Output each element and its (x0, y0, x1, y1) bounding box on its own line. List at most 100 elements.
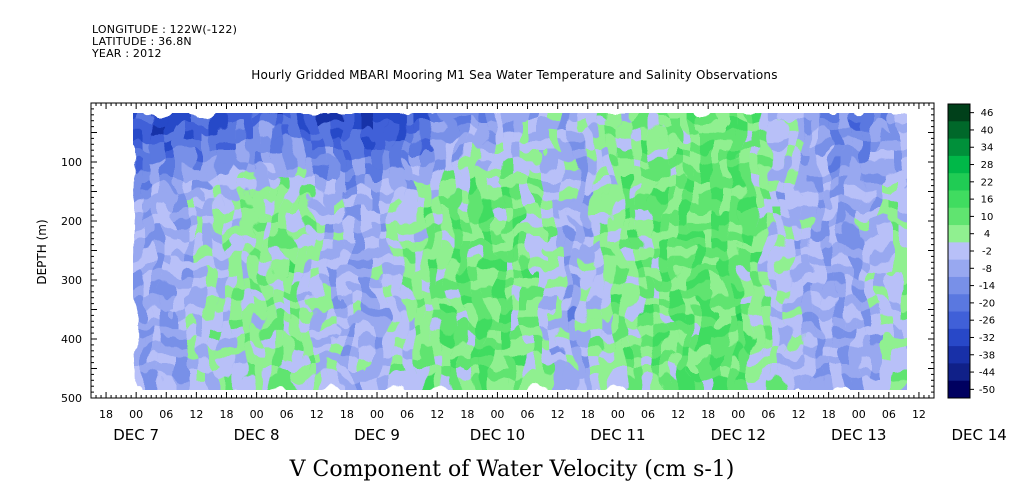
heatmap-cell (901, 209, 907, 225)
colorbar-label: 46 (981, 108, 994, 119)
colorbar-swatch (948, 207, 970, 226)
heatmap-field (133, 113, 907, 390)
heatmap-cell (901, 277, 907, 294)
colorbar-label: -44 (979, 368, 995, 379)
colorbar-label: 28 (981, 160, 994, 171)
colorbar-label: 4 (984, 229, 990, 240)
heatmap-cell (901, 238, 907, 255)
colorbar-label: -26 (979, 316, 995, 327)
heatmap-cell (901, 189, 907, 206)
x-hour-tick-label: 06 (280, 408, 294, 421)
colorbar-label: -8 (982, 264, 992, 275)
colorbar-label: -32 (979, 333, 995, 344)
heatmap-cell (901, 346, 907, 363)
heatmap-cell (901, 169, 907, 186)
heatmap-cell (901, 356, 907, 373)
heatmap-cell (901, 228, 907, 245)
x-day-label: DEC 14 (951, 426, 1006, 444)
x-hour-tick-label: 00 (611, 408, 625, 421)
x-hour-tick-label: 06 (159, 408, 173, 421)
heatmap-cell (901, 317, 907, 334)
colorbar-label: 40 (981, 125, 994, 136)
x-hour-tick-label: 12 (792, 408, 806, 421)
colorbar-label: -50 (979, 385, 995, 396)
colorbar-label: -38 (979, 350, 995, 361)
heatmap-cell (901, 336, 907, 353)
x-day-label: DEC 11 (590, 426, 645, 444)
x-hour-tick-label: 06 (521, 408, 535, 421)
colorbar-swatch (948, 380, 970, 399)
longitude-label: LONGITUDE : 122W(-122) (92, 23, 238, 36)
colorbar-swatch (948, 328, 970, 347)
x-hour-tick-label: 06 (882, 408, 896, 421)
colorbar-swatch (948, 138, 970, 157)
x-day-label: DEC 13 (831, 426, 886, 444)
heatmap-cell (901, 268, 907, 284)
heatmap-cell (901, 179, 907, 196)
x-hour-tick-label: 06 (400, 408, 414, 421)
colorbar-swatch (948, 173, 970, 191)
x-hour-tick-label: 12 (430, 408, 444, 421)
colorbar-label: 16 (981, 195, 994, 206)
chart-title: Hourly Gridded MBARI Mooring M1 Sea Wate… (251, 68, 778, 82)
x-hour-tick-label: 00 (250, 408, 264, 421)
colorbar-label: -14 (979, 281, 995, 292)
x-hour-tick-label: 12 (671, 408, 685, 421)
heatmap-cell (901, 113, 907, 127)
heatmap-cell (901, 140, 907, 156)
y-tick-label: 500 (61, 392, 82, 405)
x-hour-tick-label: 18 (701, 408, 715, 421)
colorbar-swatch (948, 259, 970, 278)
x-hour-tick-label: 00 (731, 408, 745, 421)
y-axis-label: DEPTH (m) (35, 219, 49, 284)
x-hour-tick-label: 12 (551, 408, 565, 421)
x-hour-tick-label: 18 (822, 408, 836, 421)
heatmap-cell (901, 307, 907, 324)
colorbar-swatch (948, 225, 970, 243)
x-hour-tick-label: 12 (912, 408, 926, 421)
x-hour-tick-label: 18 (581, 408, 595, 421)
x-hour-tick-label: 18 (99, 408, 113, 421)
colorbar-swatch (948, 190, 970, 209)
heatmap-cell (901, 130, 907, 147)
x-day-label: DEC 12 (711, 426, 766, 444)
colorbar-swatch (948, 294, 970, 313)
colorbar-label: 22 (981, 177, 994, 188)
heatmap-cell (901, 199, 907, 215)
heatmap-cell (901, 248, 907, 265)
heatmap-cell (901, 258, 907, 274)
latitude-label: LATITUDE : 36.8N (92, 35, 192, 48)
colorbar-swatch (948, 363, 970, 382)
colorbar-label: -2 (982, 247, 992, 258)
colorbar-swatch (948, 121, 970, 140)
x-hour-tick-label: 12 (310, 408, 324, 421)
y-tick-label: 100 (61, 156, 82, 169)
x-day-label: DEC 7 (113, 426, 159, 444)
heatmap-cell (901, 218, 907, 235)
x-hour-tick-label: 12 (189, 408, 203, 421)
x-hour-tick-label: 00 (129, 408, 143, 421)
colorbar-swatch (948, 155, 970, 174)
colorbar-label: -20 (979, 298, 995, 309)
x-day-label: DEC 9 (354, 426, 400, 444)
heatmap-cell (901, 327, 907, 343)
colorbar-label: 10 (981, 212, 994, 223)
x-day-label: DEC 10 (470, 426, 525, 444)
heatmap-cell (901, 366, 907, 383)
heatmap-cell (901, 376, 907, 390)
x-hour-tick-label: 18 (219, 408, 233, 421)
x-hour-tick-label: 18 (340, 408, 354, 421)
colorbar-swatch (948, 242, 970, 261)
colorbar-swatch (948, 276, 970, 295)
y-tick-label: 200 (61, 215, 82, 228)
heatmap-cell (901, 120, 907, 137)
heatmap-cell (901, 287, 907, 304)
colorbar-swatch (948, 104, 970, 122)
x-hour-tick-label: 18 (460, 408, 474, 421)
axes: 18 00 06 12 18 00 06 12 18 00 06 12 18 00 06 12 18 00 06 12… (61, 102, 1007, 444)
heatmap-cell (901, 159, 907, 176)
x-hour-tick-label: 00 (490, 408, 504, 421)
colorbar-swatch (948, 346, 970, 364)
heatmap-cell (901, 297, 907, 314)
